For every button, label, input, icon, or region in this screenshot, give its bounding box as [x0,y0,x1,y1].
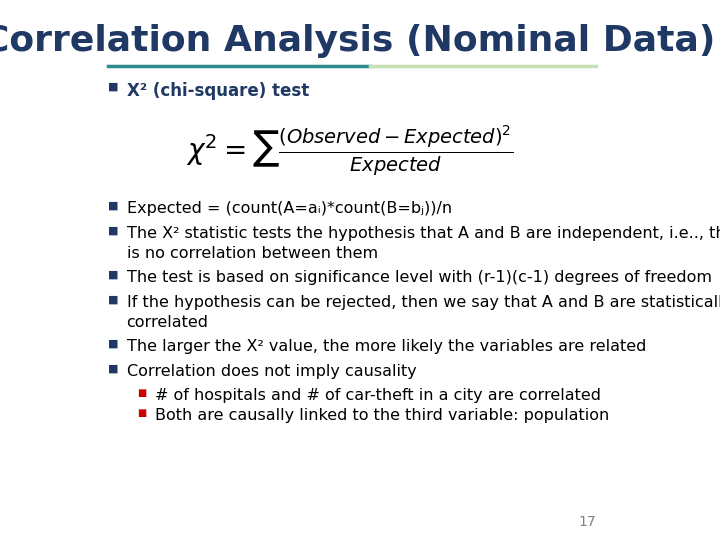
Text: Both are causally linked to the third variable: population: Both are causally linked to the third va… [156,408,610,423]
Text: ■: ■ [137,388,146,398]
Text: ■: ■ [108,295,119,305]
Text: The X² statistic tests the hypothesis that A and B are independent, i.e.., there: The X² statistic tests the hypothesis th… [127,226,720,241]
Text: ■: ■ [137,408,146,418]
Text: The test is based on significance level with (r-1)(c-1) degrees of freedom: The test is based on significance level … [127,270,711,285]
Text: X² (chi-square) test: X² (chi-square) test [127,82,309,100]
Text: ■: ■ [108,339,119,349]
Text: # of hospitals and # of car-theft in a city are correlated: # of hospitals and # of car-theft in a c… [156,388,601,403]
Text: Correlation does not imply causality: Correlation does not imply causality [127,364,416,379]
Text: The larger the X² value, the more likely the variables are related: The larger the X² value, the more likely… [127,339,646,354]
Text: Correlation Analysis (Nominal Data): Correlation Analysis (Nominal Data) [0,24,716,58]
Text: If the hypothesis can be rejected, then we say that A and B are statistically: If the hypothesis can be rejected, then … [127,295,720,310]
Text: ■: ■ [108,82,119,92]
Text: correlated: correlated [127,315,209,330]
Text: ■: ■ [108,201,119,211]
Text: is no correlation between them: is no correlation between them [127,246,377,261]
Text: ■: ■ [108,226,119,236]
Text: ■: ■ [108,270,119,280]
Text: ■: ■ [108,364,119,374]
Text: 17: 17 [578,515,595,529]
Text: $\chi^2 = \sum \frac{(\mathit{Observed} - \mathit{Expected})^2}{\mathit{Expected: $\chi^2 = \sum \frac{(\mathit{Observed} … [186,124,513,178]
Text: Expected = (count(A=aᵢ)*count(B=bⱼ))/n: Expected = (count(A=aᵢ)*count(B=bⱼ))/n [127,201,451,216]
